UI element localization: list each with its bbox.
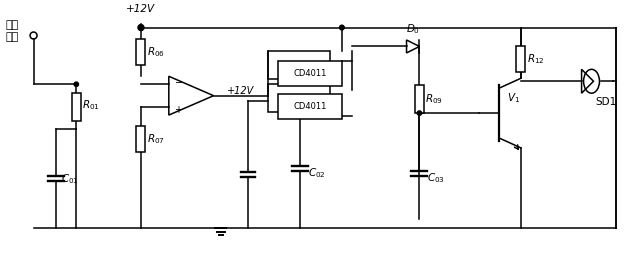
Bar [268,84,330,112]
Text: $R_{01}$: $R_{01}$ [82,98,100,112]
Text: 采样: 采样 [6,32,19,41]
Circle shape [340,25,344,30]
Circle shape [417,111,422,115]
Bar [136,39,145,65]
Bar [268,52,330,79]
Circle shape [138,25,144,31]
Text: $C_{02}$: $C_{02}$ [308,166,326,180]
Text: $R_{06}$: $R_{06}$ [147,45,165,59]
Bar [72,93,81,120]
Text: 输出: 输出 [6,20,19,30]
Text: $V_1$: $V_1$ [507,91,520,105]
Circle shape [139,25,143,30]
Text: $R_{12}$: $R_{12}$ [527,53,545,66]
Text: $C_{01}$: $C_{01}$ [61,172,79,186]
Bar [517,46,526,72]
Text: $+$: $+$ [174,104,183,115]
Text: $D_0$: $D_0$ [406,22,420,36]
Text: SD1: SD1 [596,97,617,107]
Text: CD4011: CD4011 [294,102,327,111]
Circle shape [340,25,344,30]
Bar [415,85,424,113]
Bar [136,126,145,152]
Circle shape [74,82,78,87]
Text: $R_{09}$: $R_{09}$ [426,92,443,106]
Bar [278,94,342,119]
Circle shape [139,25,143,30]
Text: +12V: +12V [227,86,254,96]
Text: CD4011: CD4011 [294,69,327,78]
Text: $C_{03}$: $C_{03}$ [427,171,445,185]
Text: $-$: $-$ [174,76,183,86]
Bar [278,61,342,86]
Text: $R_{07}$: $R_{07}$ [147,132,165,146]
Text: +12V: +12V [126,4,155,14]
